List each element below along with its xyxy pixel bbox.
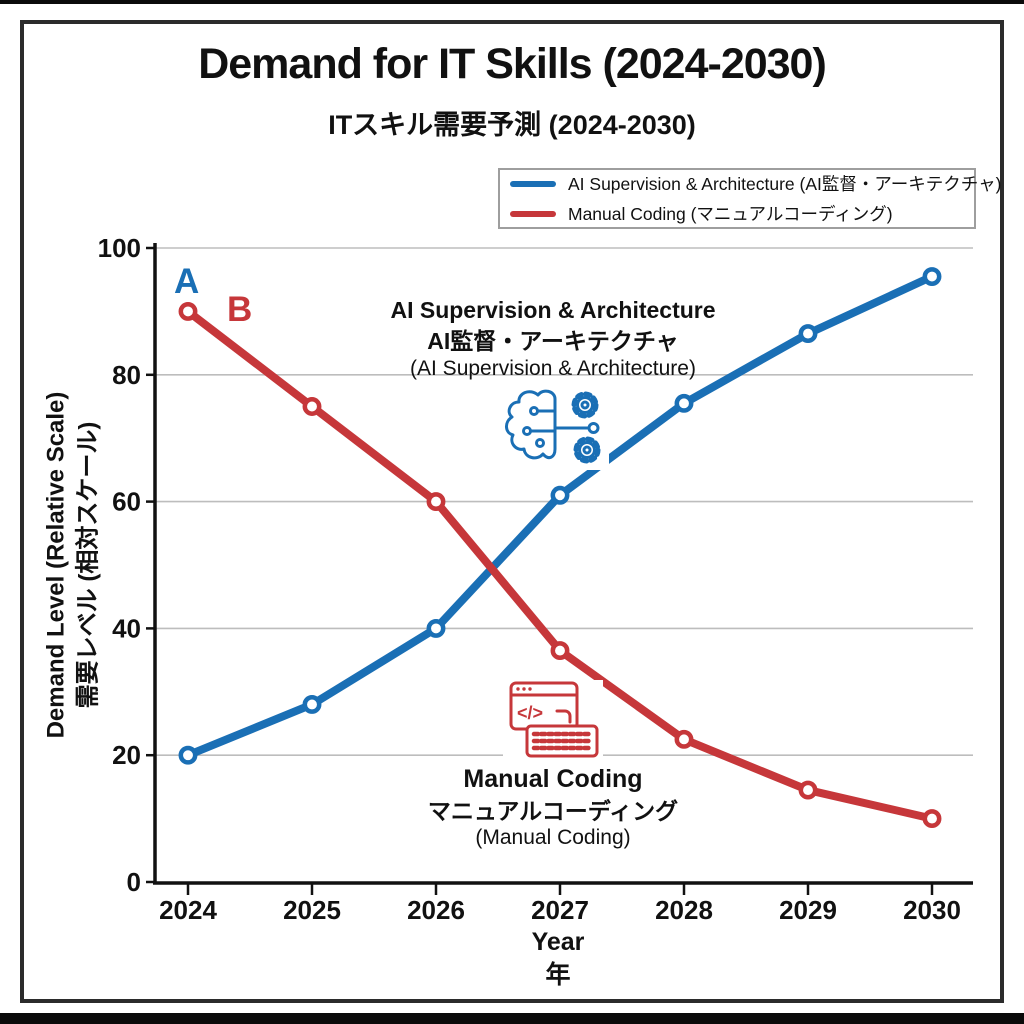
annotation-manual-caption: (Manual Coding) — [475, 826, 631, 850]
legend-item-ai: AI Supervision & Architecture (AI監督・アーキテ… — [510, 171, 1001, 196]
torn-edge-top — [0, 0, 1024, 4]
legend: AI Supervision & Architecture (AI監督・アーキテ… — [498, 168, 1001, 229]
code-window-keyboard-icon: </> — [503, 680, 603, 760]
y-tick-label: 0 — [127, 867, 141, 897]
annotation-manual-coding: Manual Coding マニュアルコーディング (Manual Coding… — [428, 763, 678, 850]
torn-edge-bottom — [0, 1013, 1024, 1024]
legend-item-manual: Manual Coding (マニュアルコーディング) — [510, 201, 964, 226]
x-tick-label: 2024 — [159, 895, 217, 925]
y-tick-label: 40 — [112, 613, 141, 643]
x-axis-label-en: Year — [531, 928, 585, 956]
x-tick-label: 2027 — [531, 895, 589, 925]
data-point-marker — [674, 393, 694, 413]
data-point-marker — [302, 397, 322, 416]
annotation-manual-title-ja: マニュアルコーディング — [427, 797, 679, 824]
chart-subtitle-ja: ITスキル需要予測 (2024-2030) — [328, 110, 696, 140]
data-point-marker — [550, 485, 570, 505]
y-axis-label-en: Demand Level (Relative Scale) — [42, 391, 70, 739]
x-axis-label: Year 年 — [532, 926, 585, 991]
legend-swatch-blue-icon — [510, 180, 556, 187]
data-point-marker — [922, 267, 942, 286]
legend-label-manual: Manual Coding (マニュアルコーディング) — [568, 204, 893, 224]
data-point-marker — [550, 641, 570, 661]
data-point-marker — [178, 745, 198, 765]
x-tick-label: 2025 — [283, 895, 341, 925]
data-point-marker — [426, 492, 446, 512]
legend-swatch-red-icon — [510, 210, 556, 217]
data-point-marker — [798, 324, 818, 344]
data-point-marker — [178, 301, 198, 321]
annotation-ai-title-ja: AI監督・アーキテクチャ — [427, 327, 679, 354]
outer-frame — [20, 20, 1004, 1003]
y-tick-label: 20 — [112, 740, 141, 770]
y-tick-label: 100 — [98, 233, 141, 263]
data-point-marker — [798, 780, 818, 800]
brain-circuit-gears-icon — [497, 386, 609, 470]
x-axis-label-ja: 年 — [545, 960, 571, 989]
x-tick-label: 2028 — [655, 895, 713, 925]
annotation-ai-caption: (AI Supervision & Architecture) — [410, 356, 696, 380]
data-point-marker — [426, 618, 446, 638]
series-a-point-label: A — [174, 262, 200, 301]
series-b-point-label: B — [227, 290, 253, 329]
y-axis-label-ja: 需要レベル (相対スケール) — [75, 421, 102, 709]
data-point-marker — [302, 695, 322, 714]
annotation-ai-title-en: AI Supervision & Architecture — [390, 297, 716, 323]
y-tick-label: 80 — [112, 360, 141, 390]
annotation-ai-supervision: AI Supervision & Architecture AI監督・アーキテク… — [390, 295, 715, 381]
chart-title: Demand for IT Skills (2024-2030) — [198, 40, 827, 88]
x-tick-label: 2030 — [903, 895, 961, 925]
data-point-marker — [674, 729, 694, 749]
y-axis-label: Demand Level (Relative Scale) 需要レベル (相対ス… — [41, 392, 106, 739]
svg-text:</>: </> — [517, 703, 543, 723]
x-tick-label: 2026 — [407, 895, 465, 925]
y-tick-label: 60 — [112, 487, 141, 517]
x-tick-label: 2029 — [779, 895, 837, 925]
legend-label-ai: AI Supervision & Architecture (AI監督・アーキテ… — [568, 174, 1002, 194]
data-point-marker — [922, 809, 942, 829]
annotation-manual-title-en: Manual Coding — [463, 765, 643, 793]
